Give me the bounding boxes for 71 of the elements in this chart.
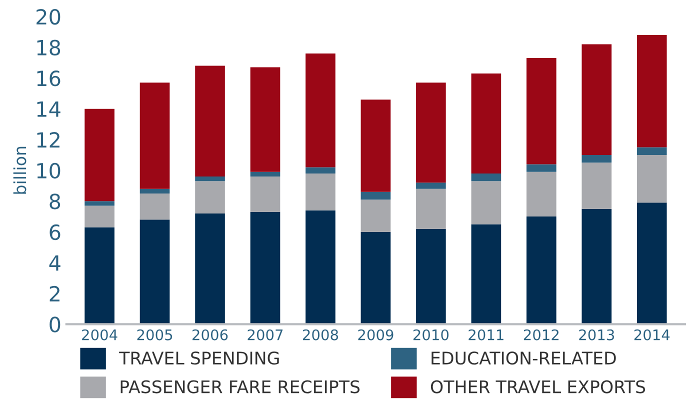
bar bbox=[526, 58, 556, 164]
bar bbox=[471, 224, 502, 324]
bar bbox=[140, 193, 170, 220]
bar bbox=[84, 227, 114, 324]
bar bbox=[416, 228, 446, 324]
bar bbox=[636, 147, 667, 155]
bar bbox=[526, 216, 556, 324]
bar bbox=[582, 154, 612, 163]
x-tick-label: 2012 bbox=[524, 329, 559, 340]
bar bbox=[306, 53, 336, 168]
bar bbox=[582, 208, 612, 324]
legend-label: PASSENGER FARE RECEIPTS bbox=[120, 380, 360, 394]
y-tick-label: 10 bbox=[37, 162, 60, 179]
x-tick-label: 2011 bbox=[468, 329, 504, 340]
y-tick-label: 8 bbox=[50, 194, 60, 210]
y-tick-label: 2 bbox=[50, 286, 60, 302]
bar bbox=[84, 201, 114, 206]
bar bbox=[306, 167, 336, 174]
bar bbox=[416, 182, 446, 189]
bar bbox=[195, 66, 225, 177]
bar bbox=[582, 44, 612, 155]
x-tick-label: 2005 bbox=[137, 329, 172, 340]
x-tick-label: 2013 bbox=[579, 329, 614, 340]
bar bbox=[195, 181, 225, 214]
bar bbox=[360, 232, 391, 324]
bar bbox=[471, 181, 502, 224]
y-tick-label: 12 bbox=[37, 132, 60, 148]
bar bbox=[250, 176, 280, 212]
bar bbox=[84, 206, 114, 228]
legend-label: OTHER TRAVEL EXPORTS bbox=[430, 380, 646, 394]
bar bbox=[306, 210, 336, 324]
bar bbox=[471, 73, 502, 174]
bar bbox=[250, 212, 280, 324]
bar bbox=[250, 67, 280, 172]
bar bbox=[636, 34, 667, 148]
y-tick-label: 18 bbox=[37, 40, 60, 56]
x-tick-label: 2007 bbox=[248, 329, 283, 340]
bar bbox=[360, 100, 391, 192]
y-tick-label: 0 bbox=[50, 316, 60, 332]
y-tick-label: 20 bbox=[36, 8, 60, 25]
bar bbox=[360, 192, 391, 200]
legend-label: EDUCATION-RELATED bbox=[432, 352, 616, 365]
bar bbox=[636, 202, 667, 324]
x-tick-label: 2004 bbox=[82, 329, 118, 340]
bar bbox=[140, 82, 170, 189]
bar bbox=[526, 172, 556, 217]
x-tick-label: 2006 bbox=[192, 329, 228, 340]
bar bbox=[195, 213, 225, 324]
bar bbox=[360, 200, 391, 232]
bar bbox=[306, 173, 336, 210]
bar bbox=[416, 188, 446, 229]
x-tick-label: 2008 bbox=[302, 329, 338, 340]
x-tick-label: 2014 bbox=[634, 329, 670, 340]
bar bbox=[140, 220, 170, 324]
x-tick-label: 2009 bbox=[358, 329, 394, 340]
bar bbox=[526, 164, 556, 172]
y-tick-label: 16 bbox=[37, 70, 60, 86]
bar bbox=[416, 82, 446, 183]
y-tick-label: 6 bbox=[50, 224, 60, 240]
bar bbox=[195, 176, 225, 182]
bar bbox=[636, 154, 667, 203]
y-axis-title: billion bbox=[13, 146, 26, 194]
y-tick-label: 14 bbox=[37, 102, 60, 117]
bar bbox=[84, 108, 114, 202]
bar bbox=[250, 172, 280, 177]
y-tick-label: 4 bbox=[49, 255, 60, 271]
bar bbox=[140, 188, 170, 194]
legend-label: TRAVEL SPENDING bbox=[119, 352, 279, 365]
x-tick-label: 2010 bbox=[413, 329, 449, 340]
bar bbox=[471, 173, 502, 182]
bar bbox=[582, 162, 612, 209]
